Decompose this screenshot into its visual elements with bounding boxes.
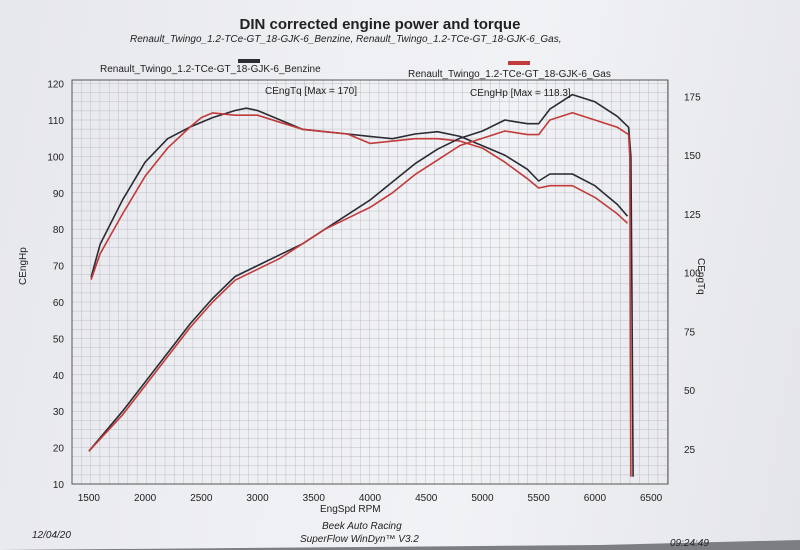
y-left-tick-label: 90 bbox=[53, 189, 65, 200]
plot-frame bbox=[71, 79, 669, 485]
y-left-axis-ticks: 10 20 30 40 50 60 70 80 90 100 110 120 bbox=[47, 80, 64, 491]
x-tick-label: 3000 bbox=[246, 493, 269, 504]
benzine-power-line bbox=[88, 93, 634, 477]
chart-series bbox=[88, 93, 634, 477]
y-left-axis-label: CEngHp bbox=[18, 247, 29, 285]
y-right-tick-label: 25 bbox=[684, 445, 696, 456]
x-tick-label: 1500 bbox=[78, 493, 101, 504]
chart-subtitle: Renault_Twingo_1.2-TCe-GT_18-GJK-6_Benzi… bbox=[130, 34, 562, 45]
torque-max-annotation: CEngTq [Max = 170] bbox=[265, 86, 357, 97]
benzine-torque-line bbox=[90, 107, 629, 278]
y-right-axis-ticks: 25 50 75 100 125 150 175 bbox=[684, 92, 701, 455]
x-tick-label: 5500 bbox=[528, 493, 551, 504]
y-left-tick-label: 100 bbox=[47, 152, 64, 163]
x-tick-label: 2000 bbox=[134, 493, 157, 504]
power-max-annotation: CEngHp [Max = 118.3] bbox=[470, 88, 571, 99]
legend-benzine-label: Renault_Twingo_1.2-TCe-GT_18-GJK-6_Benzi… bbox=[100, 64, 321, 75]
x-tick-label: 2500 bbox=[190, 493, 213, 504]
y-left-tick-label: 40 bbox=[53, 371, 65, 382]
x-tick-label: 4500 bbox=[415, 493, 438, 504]
x-tick-label: 6500 bbox=[640, 493, 663, 504]
y-left-tick-label: 70 bbox=[53, 262, 65, 273]
x-tick-label: 6000 bbox=[584, 493, 607, 504]
y-left-tick-label: 30 bbox=[53, 407, 65, 418]
shop-name: Beek Auto Racing bbox=[322, 521, 402, 532]
y-left-tick-label: 20 bbox=[53, 444, 65, 455]
y-left-tick-label: 80 bbox=[53, 225, 65, 236]
x-tick-label: 5000 bbox=[471, 493, 494, 504]
y-right-tick-label: 100 bbox=[684, 269, 701, 280]
y-right-tick-label: 150 bbox=[684, 151, 701, 162]
y-left-tick-label: 10 bbox=[53, 480, 65, 491]
legend-gas-swatch bbox=[508, 61, 530, 65]
y-right-tick-label: 50 bbox=[684, 386, 696, 397]
y-right-tick-label: 175 bbox=[684, 92, 701, 103]
y-right-axis-label: CEngTq bbox=[695, 258, 706, 295]
legend-benzine-swatch bbox=[238, 59, 260, 63]
y-right-tick-label: 125 bbox=[684, 210, 701, 221]
y-left-tick-label: 120 bbox=[47, 80, 64, 91]
chart-title: DIN corrected engine power and torque bbox=[239, 16, 521, 33]
x-tick-label: 3500 bbox=[303, 493, 326, 504]
software-version: SuperFlow WinDyn™ V3.2 bbox=[300, 534, 419, 545]
x-axis-label: EngSpd RPM bbox=[320, 504, 381, 515]
gas-power-line bbox=[88, 112, 632, 477]
y-right-tick-label: 75 bbox=[684, 327, 696, 338]
chart-grid bbox=[71, 80, 668, 485]
y-left-tick-label: 60 bbox=[53, 298, 65, 309]
y-left-tick-label: 110 bbox=[48, 116, 64, 127]
x-tick-label: 4000 bbox=[359, 493, 382, 504]
y-left-tick-label: 50 bbox=[53, 334, 65, 345]
print-date: 12/04/20 bbox=[32, 530, 71, 541]
legend-gas-label: Renault_Twingo_1.2-TCe-GT_18-GJK-6_Gas bbox=[408, 69, 611, 80]
gas-torque-line bbox=[90, 112, 629, 280]
print-time: 09:24:49 bbox=[670, 538, 709, 549]
x-axis-ticks: 1500 2000 2500 3000 3500 4000 4500 5000 5500 6000… bbox=[78, 493, 663, 504]
